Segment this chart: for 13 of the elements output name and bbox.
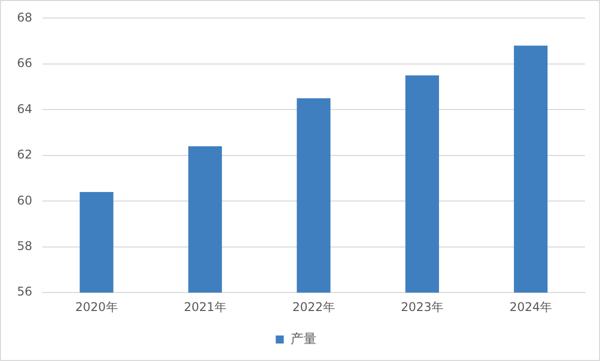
y-tick-label: 62 <box>16 148 32 162</box>
x-tick-label: 2021年 <box>184 300 226 314</box>
x-tick-label: 2022年 <box>292 300 335 314</box>
x-tick-label: 2024年 <box>509 300 552 314</box>
y-tick-label: 66 <box>16 56 32 70</box>
x-tick-label: 2020年 <box>75 300 118 314</box>
y-tick-label: 56 <box>16 284 32 299</box>
y-tick-label: 58 <box>16 238 32 253</box>
y-tick-label: 64 <box>16 102 32 116</box>
x-tick-label: 2023年 <box>400 300 444 314</box>
y-tick-label: 68 <box>16 10 32 24</box>
y-tick-label: 60 <box>16 193 32 208</box>
legend-label: 产量 <box>290 332 316 347</box>
